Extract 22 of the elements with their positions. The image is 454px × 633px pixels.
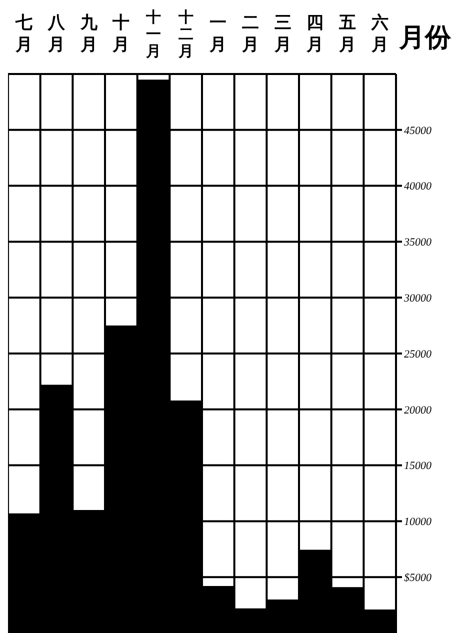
x-tick-label: 十月 [112,13,130,55]
y-tick-label: 30000 [403,292,432,305]
y-tick-label: 45000 [404,124,432,137]
x-tick-label: 四月 [306,13,324,55]
x-tick-label: 二月 [241,13,259,55]
x-axis-title: 月份 [398,22,452,54]
x-tick-label: 九月 [79,13,98,55]
y-tick-label: 15000 [404,460,432,472]
y-tick-label: 35000 [403,236,432,249]
x-tick-label: 五月 [338,13,356,55]
x-tick-label: 八月 [47,13,66,55]
y-tick-label: 25000 [404,348,432,360]
x-tick-label: 六月 [370,13,388,55]
y-tick-label: 10000 [404,516,432,528]
x-tick-label: 一月 [208,13,227,55]
y-tick-label: $5000 [404,572,432,584]
x-tick-label: 七月 [14,13,33,55]
y-tick-label: 40000 [404,180,432,193]
x-tick-label: 十二月 [177,8,194,60]
x-tick-label: 三月 [273,13,292,55]
x-tick-label: 十一月 [145,8,161,60]
y-tick-label: 20000 [404,404,432,416]
